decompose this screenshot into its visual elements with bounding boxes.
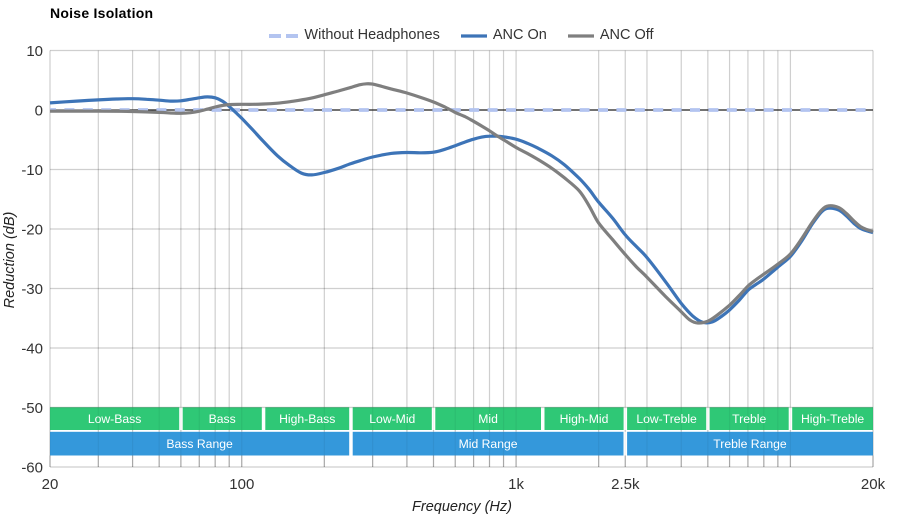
band-low-treble (627, 407, 707, 430)
band-high-treble (792, 407, 873, 430)
legend: Without Headphones ANC On ANC Off (50, 27, 873, 44)
band-bass (182, 407, 262, 430)
band-label: Low-Treble (636, 412, 697, 426)
legend-swatch-dashed-line (269, 33, 299, 38)
band-label: Mid Range (459, 437, 518, 451)
y-axis-label: Reduction (dB) (2, 212, 18, 309)
x-tick-label: 20 (42, 476, 59, 493)
legend-label: ANC On (492, 27, 547, 43)
band-label: Low-Mid (369, 412, 415, 426)
band-treble (709, 407, 789, 430)
y-tick-label: -40 (21, 340, 43, 357)
x-tick-label: 20k (861, 476, 886, 493)
chart-title: Noise Isolation (50, 5, 154, 21)
legend-item-anc-on: ANC On (460, 27, 547, 44)
band-label: High-Treble (801, 412, 864, 426)
series-line-anc-on (49, 95, 874, 325)
legend-item-without-headphones: Without Headphones (269, 27, 440, 44)
band-label: Bass (209, 412, 236, 426)
x-tick-label: 2.5k (611, 476, 640, 493)
y-tick-label: -10 (21, 162, 43, 179)
band-label: High-Bass (279, 412, 335, 426)
band-mid (435, 407, 541, 430)
y-tick-label: -60 (21, 459, 43, 476)
x-tick-label: 1k (508, 476, 524, 493)
band-label: High-Mid (560, 412, 609, 426)
y-tick-label: -50 (21, 400, 43, 417)
band-high-mid (544, 407, 624, 430)
legend-swatch-solid-line (567, 33, 594, 38)
y-tick-label: -20 (21, 221, 43, 238)
legend-label: Without Headphones (304, 27, 440, 43)
series-line-anc-off (49, 82, 874, 325)
band-low-bass (50, 407, 180, 430)
band-high-bass (265, 407, 350, 430)
y-tick-label: 10 (26, 43, 43, 60)
y-tick-label: 0 (35, 102, 43, 119)
band-low-mid (352, 407, 432, 430)
band-label: Bass Range (166, 437, 233, 451)
band-label: Treble (732, 412, 766, 426)
legend-label: ANC Off (599, 27, 654, 43)
band-label: Low-Bass (88, 412, 142, 426)
legend-item-anc-off: ANC Off (567, 27, 654, 44)
band-label: Mid (478, 412, 498, 426)
range-band-bass-range (50, 431, 350, 456)
range-band-mid-range (352, 431, 624, 456)
range-band-treble-range (627, 431, 873, 456)
y-tick-label: -30 (21, 281, 43, 298)
x-tick-label: 100 (229, 476, 254, 493)
band-label: Treble Range (713, 437, 787, 451)
x-axis-label: Frequency (Hz) (412, 499, 512, 515)
legend-swatch-solid-line (460, 33, 487, 38)
